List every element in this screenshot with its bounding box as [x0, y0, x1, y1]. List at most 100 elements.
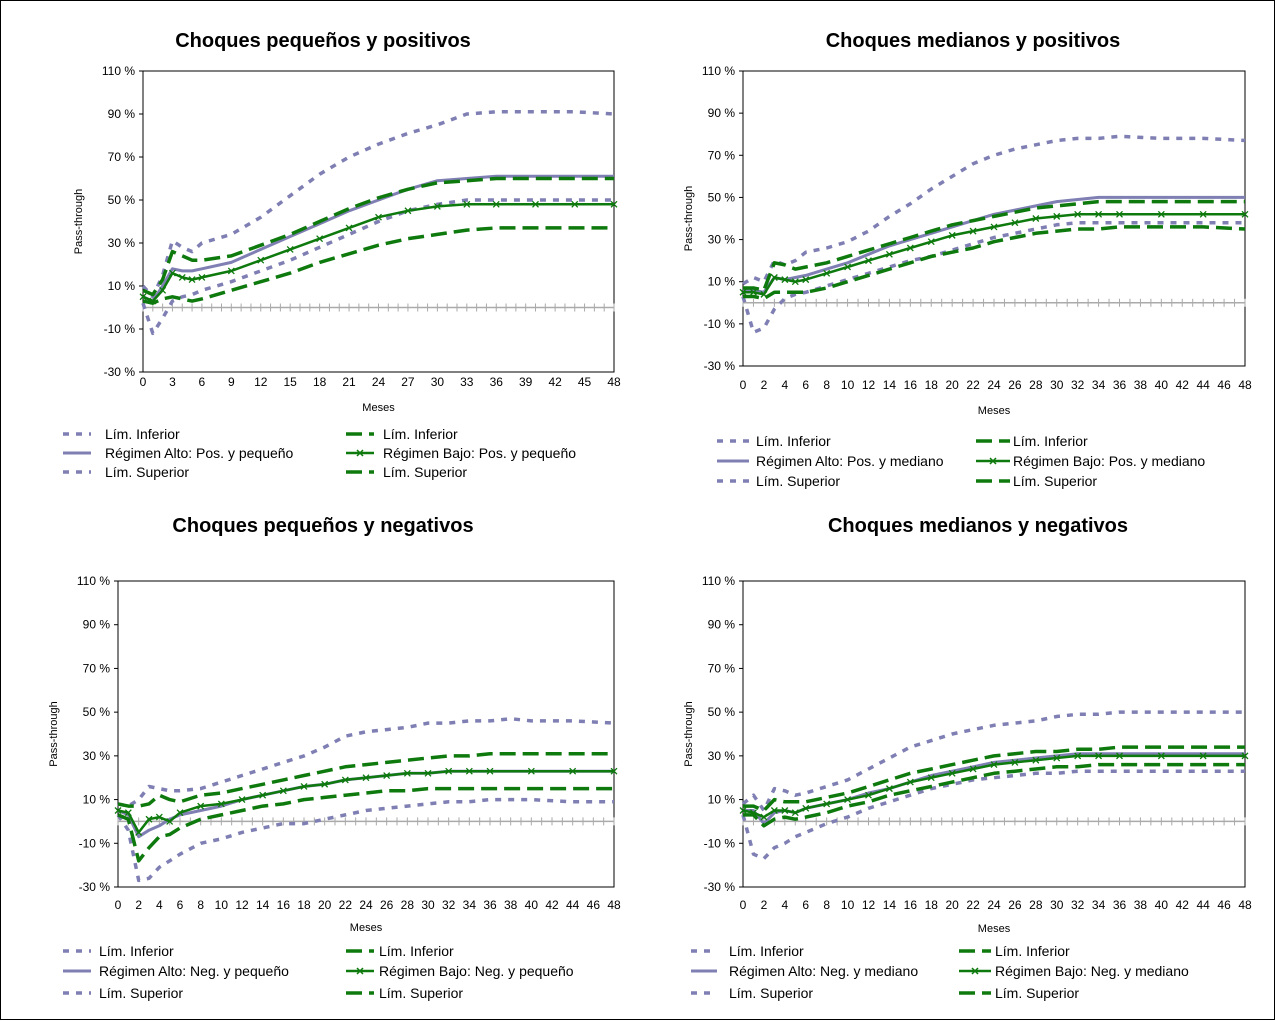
series-marker: [1157, 752, 1165, 760]
x-tick-label: 34: [1092, 378, 1106, 392]
x-tick-label: 4: [156, 898, 163, 912]
x-tick-label: 38: [1134, 898, 1148, 912]
y-tick-label: 90 %: [708, 618, 736, 632]
chart-panel-3: Choques pequeños y negativos -30 % -10 % 10…: [48, 515, 621, 1001]
series-marker: [188, 276, 196, 284]
y-tick-label: 90 %: [108, 107, 136, 121]
x-tick-label: 3: [169, 375, 176, 389]
x-tick-label: 48: [1238, 898, 1252, 912]
x-tick-label: 20: [945, 898, 959, 912]
x-tick-label: 27: [401, 375, 415, 389]
series-marker: [844, 263, 852, 271]
series-line-high-main: [142, 174, 614, 303]
x-tick-label: 10: [841, 898, 855, 912]
series-line-low-band: [743, 199, 1245, 292]
x-tick-label: 10: [841, 378, 855, 392]
legend-label: Lím. Superior: [995, 985, 1079, 1001]
x-tick-label: 36: [1113, 378, 1127, 392]
legend-label: Régimen Bajo: Pos. y mediano: [1013, 453, 1205, 469]
x-tick-label: 38: [504, 898, 518, 912]
x-tick-label: 16: [904, 898, 918, 912]
x-tick-label: 42: [545, 898, 559, 912]
series-line-low-band: [142, 176, 614, 297]
series-line-high-band: [116, 797, 614, 883]
series-marker: [279, 787, 287, 795]
series-marker: [286, 245, 294, 253]
x-tick-label: 44: [1196, 378, 1210, 392]
series-marker: [486, 767, 494, 775]
series-marker: [927, 774, 935, 782]
series-line-high-band: [141, 110, 615, 299]
y-tick-label: -30 %: [704, 359, 736, 373]
y-tick-label: 110 %: [102, 64, 135, 78]
series-marker: [1199, 210, 1207, 218]
series-marker: [463, 200, 471, 208]
x-tick-label: 30: [431, 375, 445, 389]
x-tick-label: 28: [1029, 378, 1043, 392]
y-tick-label: 70 %: [83, 661, 111, 675]
y-axis-label: Pass-through: [48, 701, 60, 766]
series-marker: [383, 772, 391, 779]
series-marker: [465, 767, 473, 775]
series-marker: [135, 828, 143, 836]
series-marker: [404, 207, 412, 215]
x-tick-label: 30: [421, 898, 435, 912]
series-line-low-band: [743, 745, 1245, 813]
x-tick-label: 16: [277, 898, 291, 912]
series-marker: [802, 276, 810, 284]
x-tick-label: 21: [342, 375, 356, 389]
series-line-low-band: [142, 226, 614, 305]
x-tick-label: 32: [1071, 898, 1085, 912]
x-tick-label: 22: [339, 898, 353, 912]
x-tick-label: 28: [401, 898, 415, 912]
x-tick-label: 12: [235, 898, 249, 912]
legend-label: Lím. Superior: [383, 464, 467, 480]
series-line-low-band: [743, 225, 1246, 301]
x-tick-label: 0: [740, 378, 747, 392]
x-tick-label: 42: [548, 375, 562, 389]
series-marker: [445, 767, 453, 775]
y-tick-label: -30 %: [104, 365, 136, 379]
legend-marker: [356, 967, 364, 975]
x-tick-label: 36: [1113, 898, 1127, 912]
series-marker: [375, 213, 382, 221]
series-marker: [791, 278, 799, 286]
x-tick-label: 36: [490, 375, 504, 389]
y-tick-label: 50 %: [708, 705, 736, 719]
series-marker: [345, 224, 353, 232]
x-tick-label: 18: [925, 898, 939, 912]
x-tick-label: 15: [284, 375, 298, 389]
legend-label: Régimen Alto: Neg. y mediano: [729, 963, 918, 979]
series-marker: [316, 235, 324, 243]
series-marker: [1199, 752, 1207, 760]
y-tick-label: -30 %: [704, 880, 736, 894]
x-tick-label: 45: [578, 375, 592, 389]
series-marker: [178, 273, 186, 281]
x-tick-label: 8: [197, 898, 204, 912]
chart-panel-1: Choques pequeños y positivos -30 % -10 % 10…: [63, 30, 621, 480]
legend-label: Lím. Inferior: [995, 943, 1070, 959]
x-tick-label: 14: [256, 898, 270, 912]
y-tick-label: 90 %: [83, 618, 111, 632]
x-tick-label: 48: [607, 898, 621, 912]
series-marker: [1011, 219, 1019, 227]
x-tick-label: 9: [228, 375, 235, 389]
series-marker: [760, 813, 768, 821]
x-tick-label: 8: [823, 378, 830, 392]
x-tick-label: 26: [1008, 378, 1022, 392]
y-tick-label: 10 %: [83, 793, 111, 807]
series-marker: [1095, 752, 1103, 760]
legend-label: Lím. Inferior: [105, 426, 180, 442]
y-tick-label: 10 %: [108, 279, 136, 293]
y-tick-label: 30 %: [708, 233, 736, 247]
x-tick-label: 22: [966, 898, 980, 912]
series-marker: [1011, 758, 1019, 766]
y-tick-label: 70 %: [108, 150, 136, 164]
legend-label: Lím. Inferior: [383, 426, 458, 442]
series-line-low-band: [117, 751, 614, 808]
x-tick-label: 8: [823, 898, 830, 912]
series-marker: [610, 767, 618, 775]
series-line-high-band: [741, 710, 1245, 813]
